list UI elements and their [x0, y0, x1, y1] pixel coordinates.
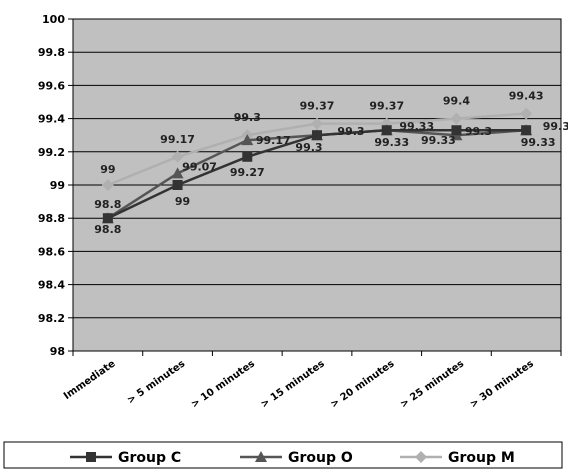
group-c-point	[451, 125, 462, 136]
y-tick-label: 100	[42, 13, 65, 26]
legend: Group C Group O Group M	[3, 441, 563, 469]
group-m-data-label: 99.4	[443, 95, 470, 108]
group-c-legend-marker	[86, 452, 96, 462]
group-o-data-label: 99.17	[256, 134, 291, 147]
group-m-point	[171, 150, 184, 163]
y-tick-label: 98.2	[38, 312, 65, 325]
group-c-point	[381, 125, 392, 136]
group-c-point	[242, 151, 253, 162]
group-m-point	[450, 112, 463, 125]
group-m-point	[101, 179, 114, 191]
group-c-data-label: 99	[175, 195, 190, 208]
group-o-data-label: 99.07	[182, 160, 217, 173]
group-c-data-label: 99.3	[295, 141, 322, 154]
y-tick-label: 98.8	[38, 212, 65, 225]
group-m-data-label: 99.43	[509, 90, 544, 103]
legend-box	[3, 441, 563, 469]
group-o-data-label: 99.33	[399, 120, 434, 133]
group-m-legend-marker	[415, 451, 427, 463]
group-m-legend-label: Group M	[448, 450, 515, 466]
group-o-data-label: 98.8	[94, 198, 121, 211]
y-tick-label: 99	[50, 179, 65, 192]
group-c-data-label: 98.8	[94, 223, 121, 236]
group-o-point	[241, 134, 254, 146]
y-tick-label: 99.2	[38, 146, 65, 159]
group-m-data-label: 99	[100, 163, 115, 176]
group-m-point	[311, 117, 323, 130]
group-m-point	[520, 107, 533, 120]
group-c-legend-label: Group C	[118, 450, 181, 466]
y-tick-label: 98.4	[38, 279, 65, 292]
group-m-data-label: 99.3	[234, 111, 261, 124]
group-c-point	[312, 130, 322, 141]
group-c-data-label: 99.33	[521, 136, 556, 149]
y-tick-label: 98	[50, 345, 65, 358]
group-m-data-label: 99.37	[300, 100, 335, 113]
y-tick-label: 99.4	[38, 113, 65, 126]
group-m-data-label: 99.37	[369, 100, 404, 113]
group-o-data-label: 99.3	[465, 125, 492, 138]
group-c-point	[102, 213, 113, 224]
grid-lines	[73, 18, 561, 352]
group-c-data-label: 99.27	[230, 166, 265, 179]
group-o-legend-label: Group O	[288, 450, 353, 466]
group-o-legend-marker	[255, 451, 267, 462]
group-c-point	[172, 180, 183, 190]
y-tick-label: 99.8	[38, 46, 65, 59]
group-o-point	[171, 167, 184, 179]
group-m-data-label: 99.17	[160, 133, 195, 146]
series-lines	[101, 107, 533, 224]
group-c-data-label: 99.33	[421, 134, 456, 147]
group-c-data-label: 99.33	[374, 136, 409, 149]
group-c-point	[521, 125, 532, 136]
group-o-data-label: 99.3	[337, 125, 364, 138]
y-tick-label: 99.6	[38, 79, 65, 92]
y-tick-label: 98.6	[38, 245, 65, 258]
group-o-data-label: 99.33	[543, 120, 568, 133]
